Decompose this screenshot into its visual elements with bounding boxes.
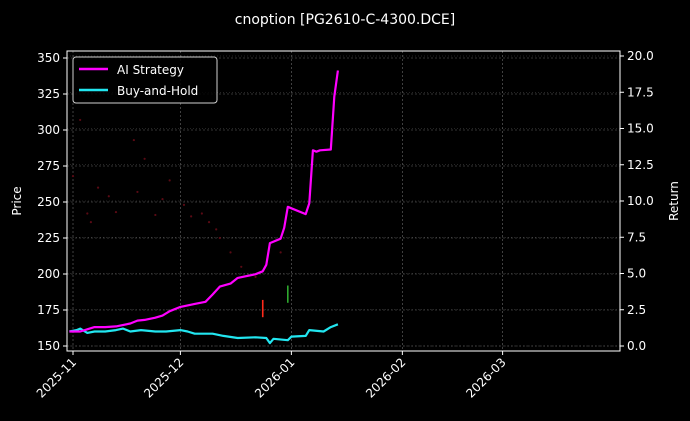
legend-box <box>72 56 218 104</box>
left-y-tick-label: 150 <box>37 339 60 353</box>
left-y-axis: 150 175 200 225 250 275 300 325 350 <box>37 51 67 353</box>
price-dots <box>71 118 282 278</box>
grid-lines <box>67 51 620 351</box>
buy-and-hold-line <box>69 323 339 345</box>
left-y-tick-label: 350 <box>37 51 60 65</box>
left-y-tick-label: 250 <box>37 195 60 209</box>
x-tick-label: 2026-02 <box>363 355 408 400</box>
right-y-tick-label: 5.0 <box>627 267 646 281</box>
chart-title: cnoption [PG2610-C-4300.DCE] <box>235 12 456 28</box>
left-y-tick-label: 325 <box>37 87 60 101</box>
right-y-tick-label: 17.5 <box>627 85 654 99</box>
left-axis-label: Price <box>10 186 24 215</box>
left-y-tick-label: 200 <box>37 267 60 281</box>
left-y-tick-label: 175 <box>37 303 60 317</box>
candle-marks <box>261 285 289 318</box>
x-tick-label: 2026-01 <box>252 355 297 400</box>
right-y-tick-label: 10.0 <box>627 194 654 208</box>
left-y-tick-label: 225 <box>37 231 60 245</box>
right-y-tick-label: 12.5 <box>627 158 654 172</box>
right-y-tick-label: 0.0 <box>627 339 646 353</box>
x-tick-label: 2025-11 <box>34 355 79 400</box>
legend-label-buy-and-hold: Buy-and-Hold <box>117 84 198 98</box>
left-y-tick-label: 275 <box>37 159 60 173</box>
right-y-axis: 0.0 2.5 5.0 7.5 10.0 12.5 15.0 17.5 20.0 <box>620 49 654 353</box>
ai-strategy-line <box>69 70 339 333</box>
x-tick-label: 2025-12 <box>141 355 186 400</box>
legend-label-ai-strategy: AI Strategy <box>117 63 184 77</box>
x-tick-label: 2026-03 <box>463 355 508 400</box>
left-y-tick-label: 300 <box>37 123 60 137</box>
right-y-tick-label: 7.5 <box>627 230 646 244</box>
legend: AI Strategy Buy-and-Hold <box>72 56 218 104</box>
right-axis-label: Return <box>667 181 681 221</box>
right-y-tick-label: 2.5 <box>627 303 646 317</box>
right-y-tick-label: 15.0 <box>627 122 654 136</box>
x-axis: 2025-11 2025-12 2026-01 2026-02 2026-03 <box>34 351 509 401</box>
right-y-tick-label: 20.0 <box>627 49 654 63</box>
